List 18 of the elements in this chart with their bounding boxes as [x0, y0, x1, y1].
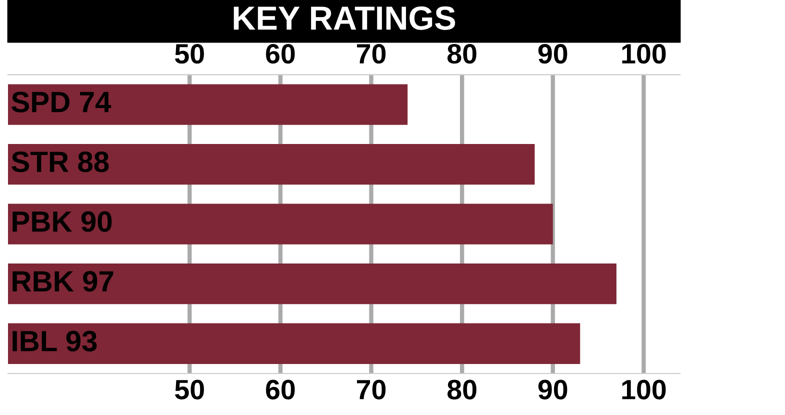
x2-tick-label: 90	[538, 380, 568, 400]
y-tick-label: STR 88	[12, 152, 109, 172]
y-tick-label: PBK 90	[12, 211, 112, 232]
x2-tick-label: 50	[175, 380, 204, 400]
x-tick-label: 90	[538, 44, 568, 64]
x-tick-label: 60	[266, 44, 295, 64]
x-tick-label: 100	[622, 44, 666, 64]
y-tick-label: SPD 74	[12, 92, 112, 112]
y-tick-label: RBK 97	[12, 271, 114, 292]
x2-tick-label: 70	[356, 380, 386, 400]
x-tick-label: 70	[356, 44, 386, 64]
x2-tick-label: 60	[266, 380, 295, 400]
x-tick-label: 50	[175, 44, 204, 64]
x-tick-label: 80	[447, 44, 476, 64]
x2-tick-label: 100	[622, 380, 666, 400]
x2-tick-label: 80	[447, 380, 476, 400]
y-tick-label: IBL 93	[12, 330, 97, 352]
chart-title: KEY RATINGS	[234, 6, 456, 30]
